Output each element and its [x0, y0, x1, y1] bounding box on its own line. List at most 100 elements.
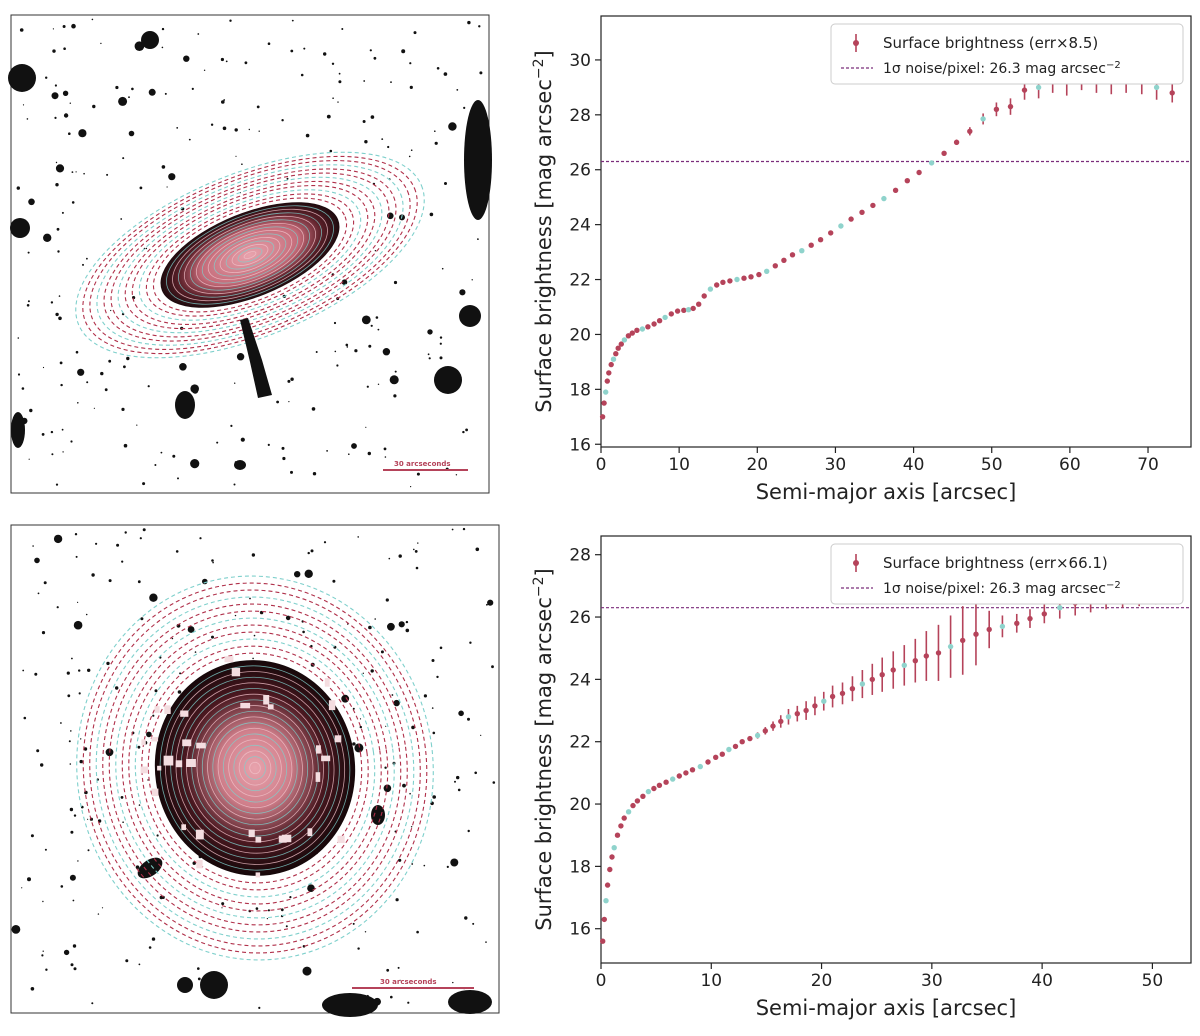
- faint-source: [381, 138, 384, 141]
- faint-source: [352, 922, 355, 925]
- background-galaxy: [177, 977, 193, 993]
- faint-source: [192, 861, 196, 865]
- surface-brightness-plot-top: 0 10 20 30 40 50 60 70 16 18 20 22 24 26 28 30 Semi-majo…: [531, 15, 1192, 504]
- faint-source: [311, 407, 316, 411]
- background-sources-top: [14, 18, 483, 488]
- mask-patch: [334, 735, 342, 743]
- faint-source: [161, 165, 166, 169]
- faint-source: [281, 446, 285, 450]
- faint-source: [452, 981, 454, 984]
- faint-source: [120, 218, 123, 220]
- data-point: [683, 770, 689, 776]
- faint-source: [54, 116, 57, 119]
- isophote-contour: [191, 699, 319, 837]
- faint-source: [369, 49, 372, 52]
- faint-source: [338, 80, 342, 84]
- faint-source: [69, 102, 72, 104]
- faint-source: [230, 424, 233, 427]
- mask-patch: [315, 772, 321, 782]
- faint-source: [409, 85, 413, 89]
- faint-source: [377, 383, 380, 385]
- faint-source: [307, 884, 315, 892]
- x-tick-label: 0: [596, 971, 607, 991]
- legend-line-label: 1σ noise/pixel: 26.3 mag arcsec−2: [883, 580, 1121, 598]
- data-point: [707, 286, 714, 292]
- faint-source: [331, 62, 335, 65]
- masked-sources: [140, 656, 345, 878]
- faint-source: [122, 157, 125, 160]
- faint-source: [175, 550, 179, 553]
- faint-source: [168, 173, 176, 181]
- data-point: [821, 698, 827, 704]
- faint-source: [123, 443, 128, 448]
- faint-source: [147, 779, 149, 781]
- isophote-contour: [124, 180, 376, 330]
- faint-source: [77, 601, 79, 604]
- mask-patch: [186, 759, 196, 767]
- scale-bar-label: 30 arcseconds: [380, 978, 437, 986]
- faint-source: [34, 672, 38, 676]
- data-point: [651, 785, 657, 792]
- faint-source: [240, 437, 245, 442]
- data-point: [662, 314, 668, 321]
- data-point: [764, 268, 770, 274]
- faint-source: [73, 620, 83, 630]
- faint-source: [140, 617, 144, 621]
- faint-source: [387, 145, 390, 149]
- faint-source: [393, 394, 397, 398]
- faint-source: [152, 714, 155, 717]
- faint-source: [118, 96, 128, 106]
- data-point: [634, 798, 641, 804]
- faint-source: [474, 771, 478, 775]
- isophote-contour: [102, 603, 408, 933]
- faint-source: [70, 440, 73, 443]
- faint-source: [85, 613, 88, 616]
- legend-line-label: 1σ noise/pixel: 26.3 mag arcsec−2: [883, 60, 1121, 78]
- bright-star: [459, 305, 481, 327]
- faint-source: [409, 792, 411, 795]
- faint-source: [70, 730, 72, 732]
- faint-source: [389, 375, 399, 385]
- background-galaxy: [234, 460, 246, 470]
- y-tick-label: 22: [569, 271, 591, 291]
- data-point: [953, 139, 960, 145]
- faint-source: [203, 69, 206, 72]
- faint-source: [16, 186, 20, 190]
- data-point: [606, 370, 612, 376]
- faint-source: [398, 554, 402, 558]
- data-point: [656, 318, 663, 324]
- faint-source: [451, 528, 454, 531]
- faint-source: [409, 62, 412, 65]
- mask-patch: [151, 788, 159, 797]
- faint-source: [77, 860, 79, 862]
- mask-patch: [164, 705, 171, 714]
- bright-star: [448, 990, 492, 1014]
- faint-source: [21, 387, 25, 390]
- data-point: [714, 282, 720, 288]
- faint-source: [78, 669, 81, 672]
- faint-source: [393, 699, 400, 707]
- isophote-contour: [201, 226, 299, 284]
- isophote-contour: [213, 233, 287, 277]
- data-point: [879, 672, 885, 678]
- y-tick-label: 24: [569, 670, 591, 690]
- faint-source: [307, 551, 310, 555]
- x-tick-label: 40: [1031, 971, 1053, 991]
- y-axis-label: Surface brightness [mag arcsec−2]: [531, 568, 556, 931]
- faint-source: [305, 133, 310, 138]
- faint-source: [410, 149, 413, 151]
- data-point: [689, 767, 696, 773]
- mask-patch: [157, 765, 162, 771]
- x-axis-label: Semi-major axis [arcsec]: [756, 480, 1017, 504]
- faint-source: [457, 788, 461, 792]
- faint-source: [53, 534, 63, 544]
- faint-source: [121, 560, 124, 563]
- faint-source: [416, 930, 419, 934]
- bright-star: [10, 218, 30, 238]
- data-point: [713, 754, 719, 760]
- data-point: [604, 882, 611, 888]
- faint-source: [480, 734, 482, 737]
- faint-source: [115, 85, 119, 90]
- faint-source: [210, 123, 214, 126]
- faint-source: [34, 557, 40, 564]
